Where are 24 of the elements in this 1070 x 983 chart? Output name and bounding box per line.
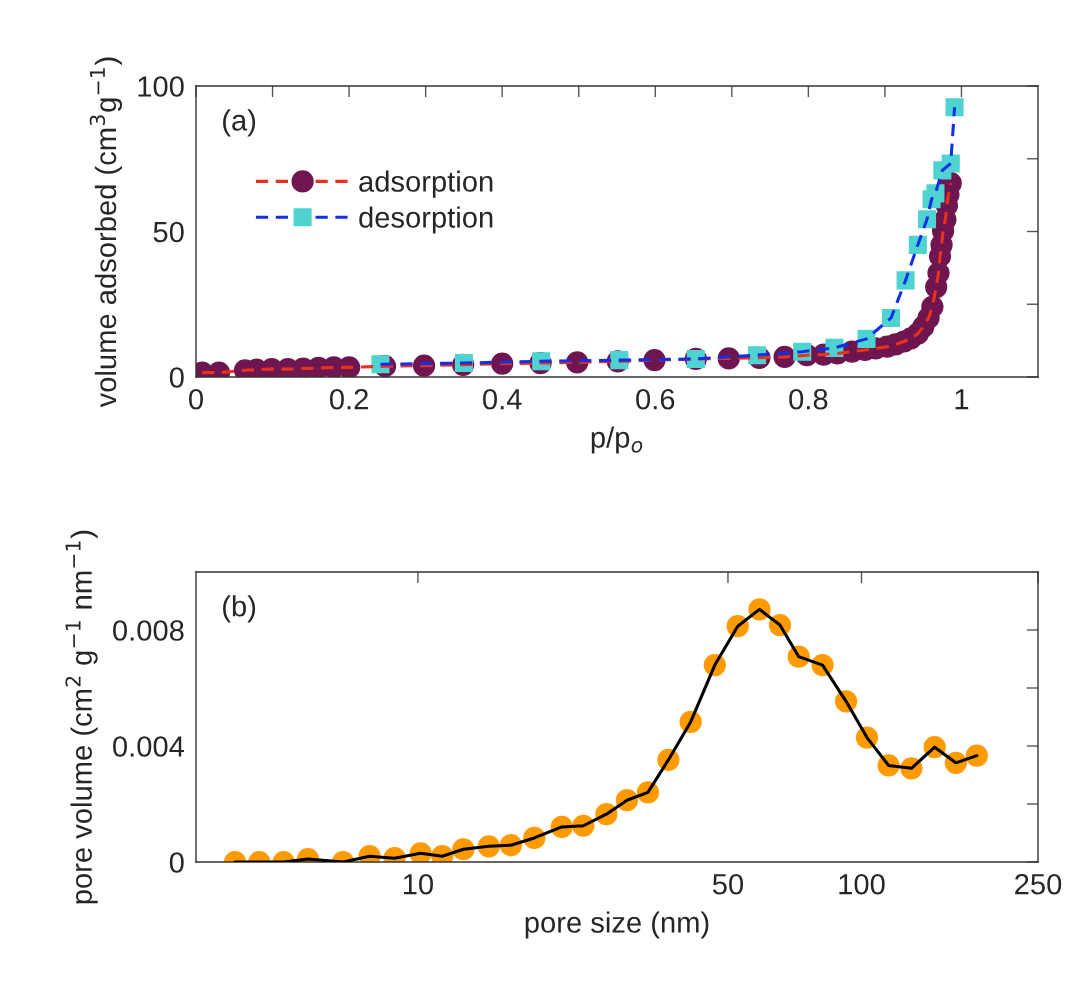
y-tick-label: 0.004: [113, 736, 185, 757]
y-tick-label: 0.008: [113, 620, 184, 641]
y-tick-label: 100: [138, 76, 184, 97]
annotation: (b): [223, 595, 256, 623]
y-tick-label: 50: [153, 221, 184, 243]
x-tick-label: 0.8: [789, 388, 828, 410]
x-tick-label: 0.4: [483, 388, 522, 410]
y-axis-title: volume adsorbed (cm$^{3}$g$^{−1}$): [89, 57, 123, 408]
x-axis-title: pore size (nm): [525, 911, 709, 939]
x-tick-label: 250: [1015, 873, 1062, 895]
x-tick-label: 0.6: [636, 388, 675, 410]
x-tick-label: 0: [189, 388, 203, 410]
y-tick-label: 0: [169, 367, 184, 388]
x-tick-label: 100: [839, 873, 885, 895]
x-tick-label: 0.2: [329, 388, 368, 410]
x-axis-title: p/p$_{o}$: [591, 426, 643, 454]
legend-label: desorption: [359, 206, 493, 234]
annotation: (a): [223, 109, 256, 137]
x-tick-label: 1: [955, 389, 969, 410]
y-axis-title: pore volume (cm$^{2}$ g$^{−1}$ nm$^{−1}$): [65, 530, 98, 904]
legend-label: adsorption: [359, 170, 493, 198]
x-tick-label: 10: [403, 873, 433, 895]
y-tick-label: 0: [169, 852, 184, 873]
x-tick-label: 50: [712, 873, 744, 895]
